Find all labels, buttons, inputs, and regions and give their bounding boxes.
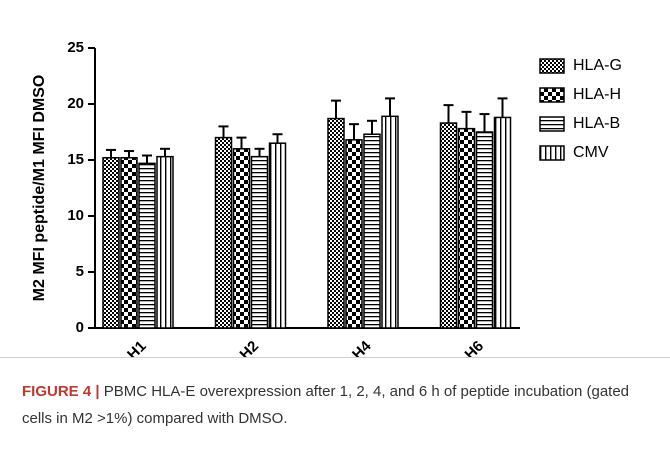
error-bar [218, 125, 229, 138]
bar [138, 162, 156, 329]
error-bar [367, 119, 377, 135]
error-bar [272, 133, 283, 144]
error-bar [349, 123, 359, 140]
error-bar [236, 136, 247, 149]
y-tick-label: 10 [67, 207, 84, 224]
bar [475, 131, 494, 329]
bar [156, 155, 174, 329]
bar [457, 127, 476, 329]
x-tick-label: H1 [124, 338, 150, 357]
bar [120, 157, 138, 329]
legend-label: CMV [573, 144, 609, 161]
bar [439, 122, 458, 329]
bar [232, 148, 251, 329]
bar [268, 142, 287, 329]
error-bar [142, 154, 152, 164]
bar [345, 139, 363, 329]
y-tick-label: 15 [67, 151, 84, 168]
y-tick-label: 25 [67, 39, 84, 56]
legend-swatch [539, 116, 565, 132]
error-bar [385, 97, 395, 117]
error-bar [124, 150, 134, 158]
x-tick-label: H6 [462, 338, 488, 357]
legend-label: HLA-B [573, 115, 620, 132]
caption-label: FIGURE 4 | [22, 383, 100, 400]
error-bar [254, 147, 265, 157]
x-tick-label: H4 [349, 337, 375, 357]
legend-swatch [539, 87, 565, 103]
bar [363, 133, 381, 329]
chart: M2 MFI peptide/M1 MFI DMSO 0 5 10 15 20 25 H1 H… [31, 39, 622, 363]
error-bar [331, 99, 341, 119]
legend-label: HLA-H [573, 86, 621, 103]
bar [381, 115, 399, 329]
y-tick-label: 0 [76, 319, 84, 336]
error-bar [497, 97, 508, 118]
bar [102, 157, 120, 329]
legend-label: HLA-G [573, 57, 622, 74]
y-tick-label: 5 [76, 263, 84, 280]
error-bar [443, 104, 454, 124]
legend-swatch [539, 145, 565, 161]
caption-text: PBMC HLA-E overexpression after 1, 2, 4,… [22, 383, 630, 427]
error-bar [461, 110, 472, 129]
error-bar [479, 113, 490, 132]
bar [250, 155, 269, 329]
caption: FIGURE 4 | PBMC HLA-E overexpression aft… [0, 357, 670, 464]
error-bar [106, 148, 116, 158]
y-axis-label: M2 MFI peptide/M1 MFI DMSO [31, 75, 48, 302]
error-bar [160, 147, 170, 157]
legend-swatch [539, 58, 565, 74]
x-tick-label: H2 [237, 338, 263, 357]
bar [493, 116, 512, 329]
bar [214, 136, 233, 329]
y-tick-label: 20 [67, 95, 84, 112]
bar [327, 117, 345, 329]
